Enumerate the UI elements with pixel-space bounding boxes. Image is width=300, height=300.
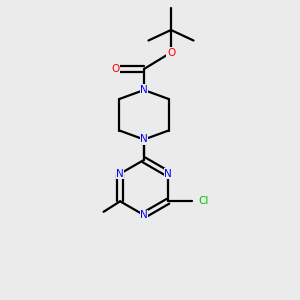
Text: N: N (140, 210, 148, 220)
Text: Cl: Cl (198, 196, 208, 206)
Text: O: O (111, 64, 120, 74)
Text: N: N (164, 169, 172, 179)
Text: N: N (140, 134, 148, 145)
Text: N: N (140, 85, 148, 95)
Text: N: N (116, 169, 124, 179)
Text: O: O (167, 47, 175, 58)
